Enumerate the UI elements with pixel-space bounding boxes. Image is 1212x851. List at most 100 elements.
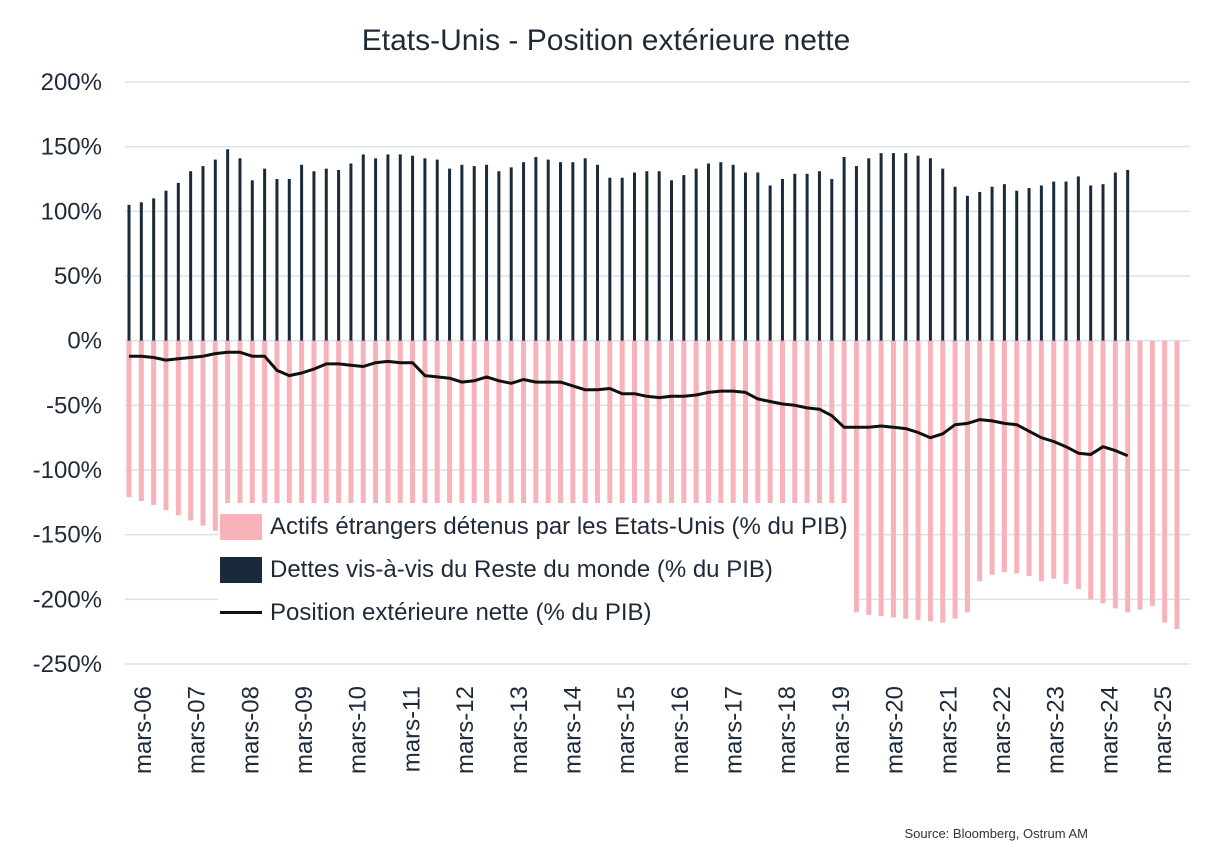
asset-bar [188,340,194,521]
asset-bar [459,340,465,558]
asset-bar [1051,340,1057,579]
liability-bar [559,162,563,341]
liability-bar [768,185,772,341]
liability-bar [324,168,328,341]
chart-title: Etats-Unis - Position extérieure nette [361,24,851,57]
asset-bar [1162,340,1168,623]
liability-bar [731,164,735,341]
liability-bar [250,180,254,341]
x-tick-label: mars-19 [828,686,855,774]
legend-item-assets: Actifs étrangers détenus par les Etats-U… [220,505,848,548]
liability-bar [1113,172,1117,341]
asset-bar [138,340,144,502]
liability-bar [300,164,304,341]
asset-bar [619,340,625,560]
asset-bar [656,340,662,564]
asset-bar [323,340,329,540]
y-tick-label: 150% [41,134,102,161]
liability-bar [793,173,797,341]
asset-bar [964,340,970,613]
x-tick-label: mars-18 [774,686,801,774]
legend-swatch-liabilities [220,556,262,583]
liability-bar [287,179,291,341]
y-tick-label: -100% [33,457,102,484]
liability-bar [891,153,895,341]
x-tick-label: mars-24 [1096,686,1123,774]
asset-bar [853,340,859,613]
x-tick-label: mars-23 [1043,686,1070,774]
asset-bar [1100,340,1106,604]
x-tick-label: mars-22 [989,686,1016,774]
asset-bar [163,340,169,511]
liability-bar [411,155,415,341]
asset-bar [915,340,921,621]
liability-bar [669,180,673,341]
liability-bar [337,169,341,341]
asset-bar [175,340,181,516]
legend-label-liabilities: Dettes vis-à-vis du Reste du monde (% du… [270,555,773,583]
liability-bar [965,195,969,341]
x-tick-label: mars-12 [452,686,479,774]
asset-bar [644,340,650,562]
asset-bar [927,340,933,622]
asset-bar [1001,340,1007,573]
liability-bar [1015,190,1019,341]
asset-bar [533,340,539,557]
asset-bar [1063,340,1069,584]
liability-bar [485,164,489,341]
y-tick-label: -200% [33,586,102,613]
liability-bar [854,166,858,341]
liability-bar [238,158,242,341]
asset-bar [237,340,243,542]
asset-bar [890,340,896,618]
liability-bar [867,158,871,341]
liability-bar [1064,181,1068,341]
y-tick-label: 50% [54,263,102,290]
asset-bar [570,340,576,560]
liability-bar [743,172,747,341]
x-tick-label: mars-21 [935,686,962,774]
asset-bar [200,340,206,526]
liability-bar [139,202,143,341]
chart-source: Source: Bloomberg, Ostrum AM [904,826,1088,841]
asset-bar [903,340,909,619]
x-tick-label: mars-10 [345,686,372,774]
asset-bar [841,340,847,615]
asset-bar [311,340,317,539]
asset-bar [792,340,798,583]
x-tick-label: mars-06 [130,686,157,774]
liability-bar [928,158,932,341]
legend-swatch-net-position [220,611,262,614]
liability-bar [213,159,217,341]
liability-bar [817,171,821,341]
asset-bar [952,340,958,619]
liability-bar [1089,185,1093,341]
liability-bar [756,172,760,341]
asset-bar [779,340,785,582]
y-tick-label: 200% [41,69,102,96]
asset-bar [977,340,983,582]
asset-bar [1137,340,1143,610]
liability-bar [694,168,698,341]
liability-bar [497,171,501,341]
liability-bar [978,191,982,341]
asset-bar [225,340,231,536]
x-tick-label: mars-08 [237,686,264,774]
asset-bar [471,340,477,557]
liability-bar [1126,169,1130,341]
liability-bar [1052,181,1056,341]
x-tick-label: mars-16 [667,686,694,774]
asset-bar [755,340,761,577]
liability-bar [719,162,723,341]
asset-bar [1026,340,1032,577]
liability-bar [374,158,378,341]
x-tick-label: mars-25 [1150,686,1177,774]
liability-bar [189,171,193,341]
asset-bar [816,340,822,584]
asset-bar [595,340,601,561]
liability-bar [152,198,156,341]
asset-bar [829,340,835,586]
asset-bar [730,340,736,571]
liability-bar [472,166,476,341]
